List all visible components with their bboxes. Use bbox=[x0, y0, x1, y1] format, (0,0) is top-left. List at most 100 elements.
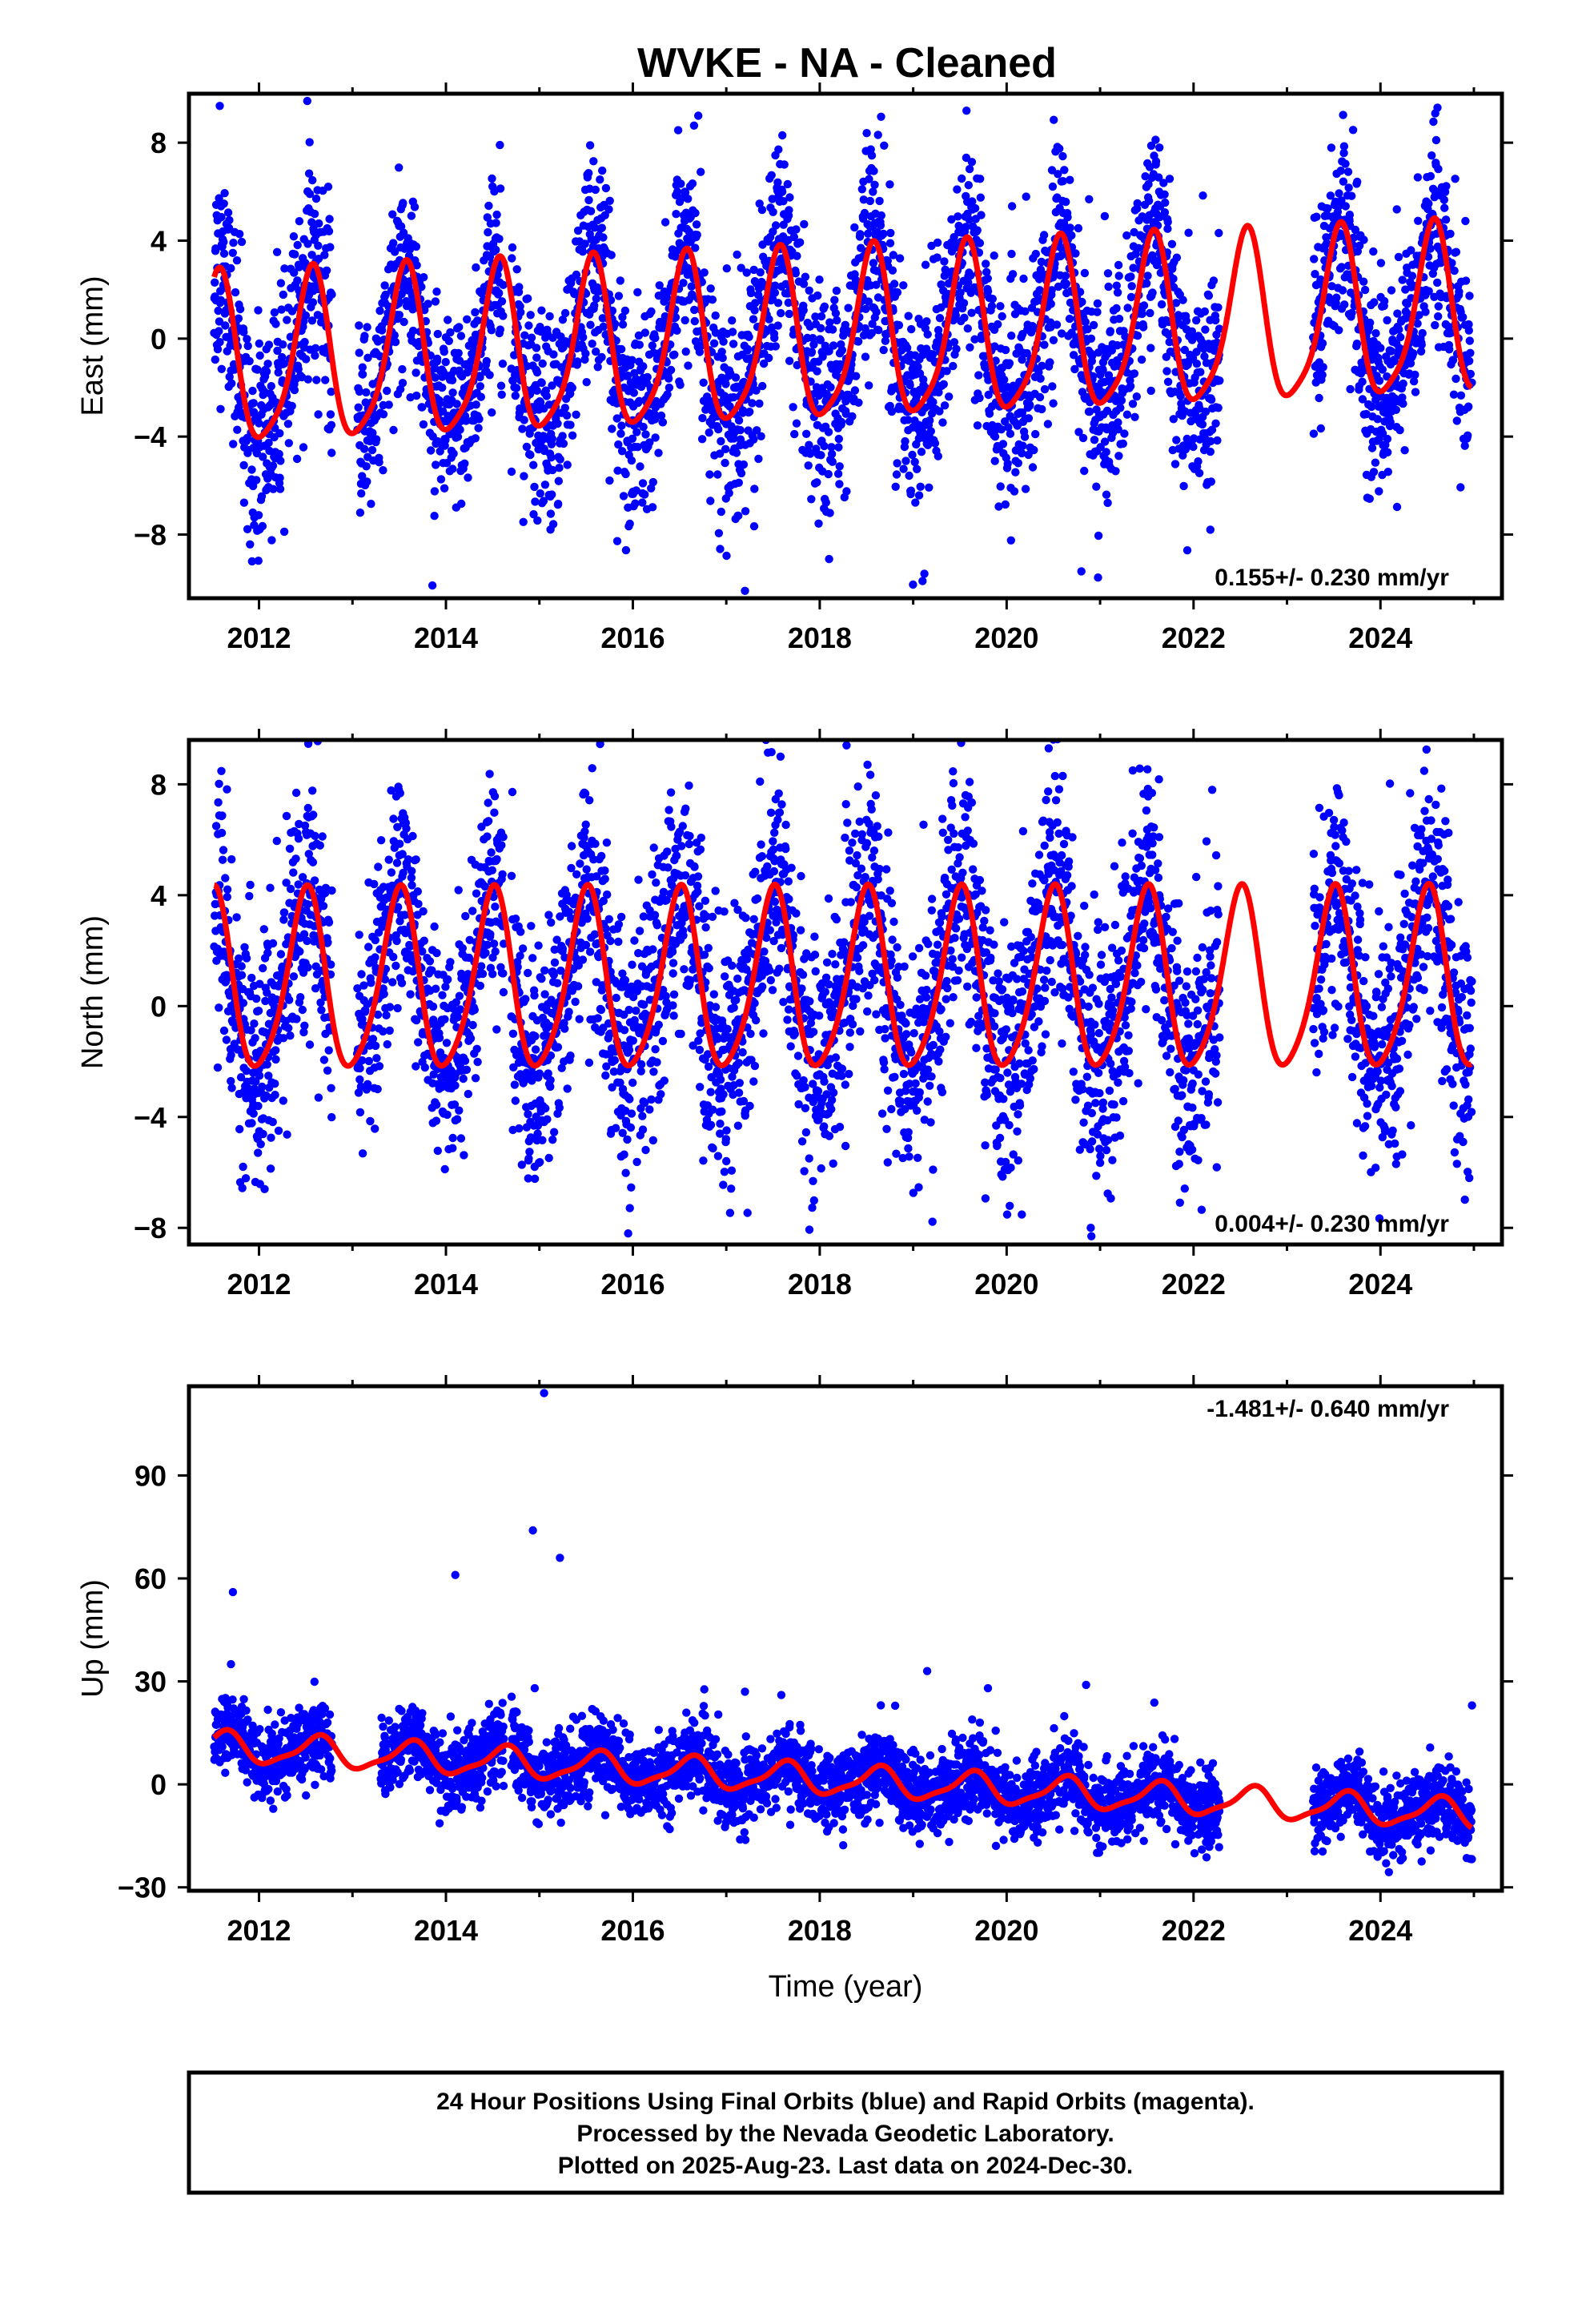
outlier-point bbox=[741, 586, 749, 595]
data-point bbox=[554, 476, 563, 485]
data-point bbox=[446, 328, 455, 337]
data-point bbox=[933, 238, 942, 247]
data-point bbox=[314, 255, 323, 263]
data-point bbox=[402, 824, 411, 833]
data-point bbox=[869, 187, 877, 196]
data-point bbox=[363, 353, 372, 362]
data-point bbox=[287, 401, 296, 411]
data-point bbox=[490, 792, 500, 801]
data-point bbox=[1127, 282, 1136, 291]
data-point bbox=[1379, 296, 1389, 306]
data-point bbox=[371, 953, 379, 962]
data-point bbox=[861, 304, 870, 313]
data-point bbox=[314, 241, 323, 250]
data-point bbox=[371, 935, 379, 945]
data-point bbox=[926, 427, 936, 436]
data-point bbox=[520, 331, 529, 340]
data-point bbox=[818, 352, 827, 361]
plot-area-east bbox=[210, 96, 1476, 595]
data-point bbox=[785, 206, 793, 215]
data-point bbox=[584, 195, 593, 205]
data-point bbox=[291, 250, 299, 259]
data-point bbox=[1048, 382, 1057, 391]
data-point bbox=[962, 107, 971, 115]
data-point bbox=[414, 899, 423, 909]
data-point bbox=[722, 264, 731, 273]
data-point bbox=[225, 372, 234, 381]
data-point bbox=[865, 175, 873, 183]
data-point bbox=[454, 886, 463, 895]
data-point bbox=[375, 458, 383, 467]
data-point bbox=[982, 259, 990, 268]
data-point bbox=[327, 420, 336, 429]
data-point bbox=[1107, 346, 1117, 355]
data-point bbox=[393, 1003, 402, 1013]
data-point bbox=[492, 1025, 501, 1034]
data-point bbox=[392, 858, 402, 867]
data-point bbox=[748, 399, 757, 408]
data-point bbox=[745, 408, 754, 416]
data-point bbox=[1335, 326, 1343, 335]
data-point bbox=[1172, 253, 1182, 262]
data-point bbox=[1434, 312, 1443, 321]
data-point bbox=[635, 340, 644, 349]
data-point bbox=[493, 271, 502, 279]
data-point bbox=[531, 1045, 540, 1054]
data-point bbox=[1114, 425, 1122, 434]
data-point bbox=[357, 970, 366, 979]
data-point bbox=[279, 359, 288, 368]
data-point bbox=[545, 312, 554, 321]
data-point bbox=[215, 338, 224, 347]
data-point bbox=[375, 306, 384, 316]
data-point bbox=[771, 342, 780, 351]
data-point bbox=[359, 981, 368, 990]
data-point bbox=[302, 355, 311, 364]
data-point bbox=[906, 486, 916, 495]
data-point bbox=[286, 332, 295, 341]
x-tick-label: 2022 bbox=[1162, 621, 1226, 654]
data-point bbox=[790, 429, 799, 439]
data-point bbox=[791, 269, 800, 278]
data-point bbox=[455, 1106, 464, 1115]
data-point bbox=[499, 969, 508, 978]
data-point bbox=[215, 327, 223, 336]
data-point bbox=[773, 299, 783, 308]
data-point bbox=[1214, 404, 1223, 412]
data-point bbox=[756, 267, 765, 277]
data-point bbox=[777, 187, 787, 196]
data-point bbox=[572, 270, 581, 279]
data-point bbox=[947, 215, 956, 224]
data-point bbox=[284, 439, 293, 448]
data-point bbox=[324, 227, 334, 235]
data-point bbox=[323, 1066, 332, 1076]
data-point bbox=[307, 251, 316, 259]
data-point bbox=[358, 1149, 367, 1158]
data-point bbox=[532, 386, 541, 395]
data-point bbox=[912, 392, 921, 401]
data-point bbox=[379, 410, 388, 419]
data-point bbox=[935, 314, 945, 323]
data-point bbox=[291, 788, 301, 798]
data-point bbox=[555, 464, 564, 472]
data-point bbox=[280, 264, 289, 273]
data-point bbox=[736, 435, 745, 444]
data-point bbox=[1020, 432, 1030, 441]
data-point bbox=[218, 811, 227, 820]
data-point bbox=[264, 340, 274, 349]
data-point bbox=[507, 871, 516, 881]
data-point bbox=[784, 298, 793, 308]
data-point bbox=[633, 443, 642, 452]
data-point bbox=[1054, 170, 1062, 179]
data-point bbox=[621, 545, 631, 555]
data-point bbox=[1194, 457, 1203, 466]
data-point bbox=[591, 185, 600, 195]
data-point bbox=[1452, 416, 1462, 425]
data-point bbox=[988, 295, 998, 304]
data-point bbox=[239, 328, 248, 336]
data-point bbox=[389, 814, 398, 823]
data-point bbox=[1148, 288, 1157, 297]
data-point bbox=[1008, 270, 1018, 279]
data-point bbox=[964, 278, 973, 287]
data-point bbox=[833, 316, 841, 325]
data-point bbox=[383, 386, 391, 396]
